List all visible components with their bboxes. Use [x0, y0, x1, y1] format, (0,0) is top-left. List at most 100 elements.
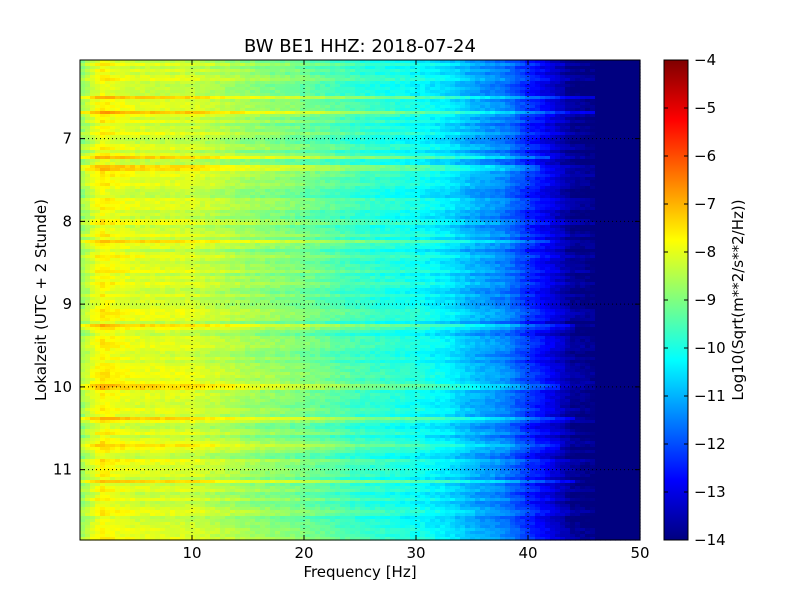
- heatmap-cell: [100, 105, 106, 109]
- heatmap-cell: [555, 90, 561, 94]
- heatmap-cell: [130, 138, 136, 142]
- heatmap-cell: [510, 90, 516, 94]
- heatmap-cell: [555, 60, 561, 64]
- heatmap-cell: [595, 60, 601, 64]
- heatmap-cell: [585, 93, 591, 97]
- heatmap-cell: [95, 165, 101, 169]
- heatmap-cell: [460, 129, 466, 133]
- heatmap-cell: [510, 72, 516, 76]
- heatmap-cell: [505, 93, 511, 97]
- heatmap-cell: [190, 72, 196, 76]
- heatmap-cell: [215, 156, 221, 160]
- heatmap-cell: [540, 168, 546, 172]
- heatmap-cell: [185, 84, 191, 88]
- heatmap-cell: [335, 174, 341, 178]
- heatmap-cell: [555, 180, 561, 184]
- heatmap-cell: [415, 168, 421, 172]
- heatmap-cell: [355, 102, 361, 106]
- heatmap-cell: [600, 126, 606, 130]
- heatmap-cell: [170, 69, 176, 73]
- heatmap-cell: [535, 63, 541, 67]
- heatmap-cell: [245, 144, 251, 148]
- heatmap-cell: [530, 87, 536, 91]
- heatmap-cell: [100, 126, 106, 130]
- heatmap-cell: [385, 102, 391, 106]
- heatmap-cell: [420, 96, 426, 100]
- heatmap-cell: [400, 78, 406, 82]
- heatmap-cell: [225, 105, 231, 109]
- heatmap-cell: [270, 84, 276, 88]
- heatmap-cell: [365, 114, 371, 118]
- heatmap-cell: [235, 120, 241, 124]
- heatmap-cell: [125, 147, 131, 151]
- heatmap-cell: [155, 138, 161, 142]
- heatmap-cell: [325, 90, 331, 94]
- heatmap-cell: [470, 93, 476, 97]
- heatmap-cell: [405, 171, 411, 175]
- heatmap-cell: [555, 87, 561, 91]
- heatmap-cell: [560, 90, 566, 94]
- heatmap-cell: [145, 90, 151, 94]
- heatmap-cell: [325, 168, 331, 172]
- heatmap-cell: [155, 144, 161, 148]
- heatmap-cell: [450, 63, 456, 67]
- heatmap-cell: [515, 120, 521, 124]
- heatmap-cell: [485, 153, 491, 157]
- heatmap-cell: [210, 123, 216, 127]
- heatmap-cell: [275, 141, 281, 145]
- heatmap-cell: [285, 171, 291, 175]
- heatmap-cell: [600, 153, 606, 157]
- heatmap-cell: [265, 69, 271, 73]
- heatmap-cell: [625, 72, 631, 76]
- heatmap-cell: [110, 78, 116, 82]
- heatmap-cell: [585, 78, 591, 82]
- heatmap-cell: [515, 117, 521, 121]
- heatmap-cell: [85, 171, 91, 175]
- heatmap-cell: [420, 123, 426, 127]
- heatmap-cell: [210, 171, 216, 175]
- heatmap-cell: [565, 117, 571, 121]
- heatmap-cell: [325, 81, 331, 85]
- heatmap-cell: [595, 75, 601, 79]
- heatmap-cell: [610, 123, 616, 127]
- heatmap-cell: [80, 78, 86, 82]
- heatmap-cell: [140, 93, 146, 97]
- heatmap-cell: [450, 96, 456, 100]
- heatmap-cell: [610, 90, 616, 94]
- heatmap-cell: [355, 120, 361, 124]
- heatmap-cell: [440, 69, 446, 73]
- heatmap-cell: [170, 78, 176, 82]
- heatmap-cell: [495, 75, 501, 79]
- heatmap-cell: [140, 144, 146, 148]
- heatmap-cell: [375, 63, 381, 67]
- heatmap-cell: [175, 60, 181, 64]
- heatmap-cell: [485, 75, 491, 79]
- heatmap-cell: [630, 102, 636, 106]
- heatmap-cell: [560, 126, 566, 130]
- heatmap-cell: [475, 78, 481, 82]
- heatmap-cell: [450, 90, 456, 94]
- heatmap-cell: [440, 135, 446, 139]
- heatmap-cell: [370, 129, 376, 133]
- heatmap-cell: [615, 63, 621, 67]
- heatmap-cell: [300, 99, 306, 103]
- heatmap-cell: [280, 81, 286, 85]
- heatmap-cell: [435, 129, 441, 133]
- heatmap-cell: [400, 93, 406, 97]
- heatmap-cell: [165, 108, 171, 112]
- heatmap-cell: [370, 144, 376, 148]
- heatmap-cell: [590, 108, 596, 112]
- heatmap-cell: [230, 180, 236, 184]
- heatmap-cell: [370, 156, 376, 160]
- heatmap-cell: [480, 63, 486, 67]
- heatmap-cell: [540, 117, 546, 121]
- heatmap-cell: [450, 180, 456, 184]
- heatmap-cell: [455, 162, 461, 166]
- heatmap-cell: [385, 135, 391, 139]
- heatmap-cell: [435, 120, 441, 124]
- heatmap-cell: [600, 99, 606, 103]
- heatmap-cell: [545, 63, 551, 67]
- heatmap-cell: [130, 123, 136, 127]
- heatmap-cell: [115, 108, 121, 112]
- heatmap-cell: [165, 153, 171, 157]
